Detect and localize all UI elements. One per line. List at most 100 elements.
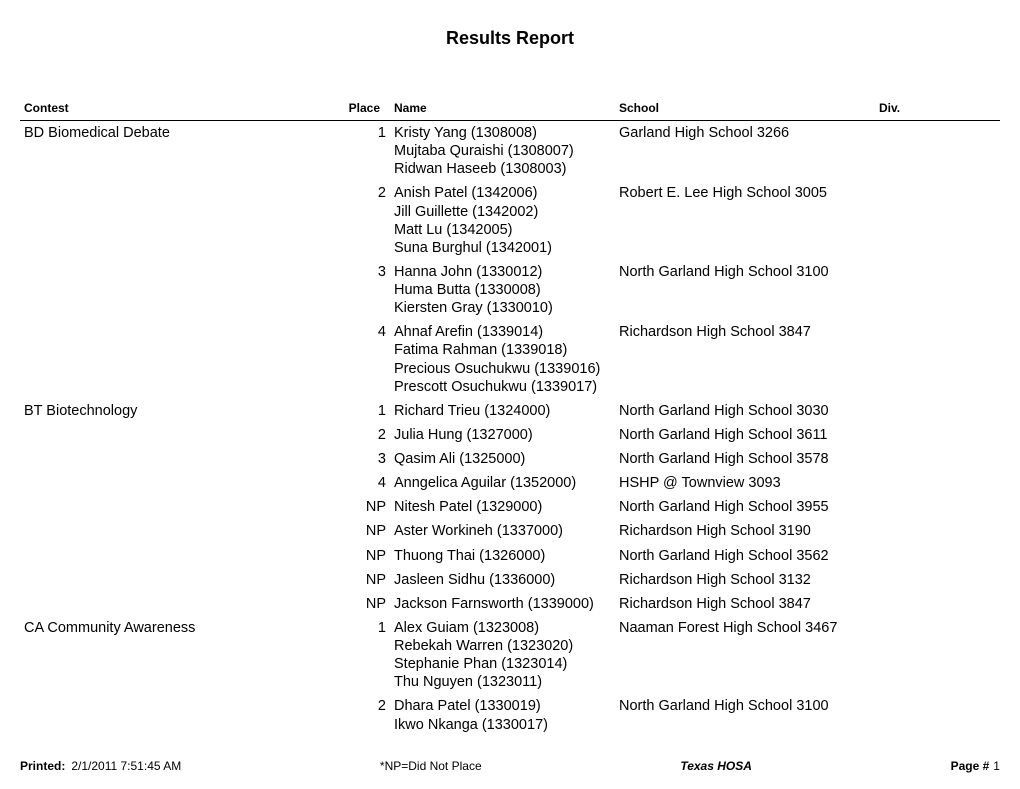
printed-value: 2/1/2011 7:51:45 AM (71, 759, 181, 773)
cell-school: Garland High School 3266 (615, 121, 875, 182)
table-row: 3Qasim Ali (1325000)North Garland High S… (20, 447, 1000, 471)
table-row: NPJackson Farnsworth (1339000)Richardson… (20, 592, 1000, 616)
cell-school: North Garland High School 3100 (615, 260, 875, 320)
printed-label: Printed: (20, 759, 65, 773)
col-header-contest: Contest (20, 97, 340, 121)
cell-name: Jackson Farnsworth (1339000) (390, 592, 615, 616)
col-header-school: School (615, 97, 875, 121)
org-name: Texas HOSA (680, 759, 752, 773)
participant-name: Stephanie Phan (1323014) (394, 655, 611, 673)
participant-name: Kiersten Gray (1330010) (394, 299, 611, 317)
cell-div (875, 519, 1000, 543)
np-note: *NP=Did Not Place (380, 759, 482, 773)
table-row: NPNitesh Patel (1329000)North Garland Hi… (20, 495, 1000, 519)
cell-div (875, 592, 1000, 616)
cell-name: Richard Trieu (1324000) (390, 399, 615, 423)
participant-name: Rebekah Warren (1323020) (394, 637, 611, 655)
cell-school: North Garland High School 3562 (615, 544, 875, 568)
cell-div (875, 399, 1000, 423)
cell-div (875, 423, 1000, 447)
cell-school: HSHP @ Townview 3093 (615, 471, 875, 495)
cell-school: Richardson High School 3847 (615, 320, 875, 399)
table-row: BD Biomedical Debate1Kristy Yang (130800… (20, 121, 1000, 182)
participant-name: Alex Guiam (1323008) (394, 619, 611, 637)
cell-school: North Garland High School 3611 (615, 423, 875, 447)
table-header-row: Contest Place Name School Div. (20, 97, 1000, 121)
table-row: 2Julia Hung (1327000)North Garland High … (20, 423, 1000, 447)
cell-name: Qasim Ali (1325000) (390, 447, 615, 471)
cell-div (875, 616, 1000, 695)
participant-name: Suna Burghul (1342001) (394, 239, 611, 257)
participant-name: Nitesh Patel (1329000) (394, 498, 611, 516)
page-label: Page # (951, 759, 990, 773)
cell-place: 2 (340, 181, 390, 260)
cell-place: 3 (340, 260, 390, 320)
col-header-name: Name (390, 97, 615, 121)
cell-contest (20, 568, 340, 592)
cell-school: North Garland High School 3578 (615, 447, 875, 471)
participant-name: Ridwan Haseeb (1308003) (394, 160, 611, 178)
cell-div (875, 694, 1000, 736)
cell-div (875, 320, 1000, 399)
participant-name: Jill Guillette (1342002) (394, 203, 611, 221)
cell-div (875, 260, 1000, 320)
cell-div (875, 471, 1000, 495)
cell-place: NP (340, 495, 390, 519)
cell-school: North Garland High School 3955 (615, 495, 875, 519)
cell-name: Aster Workineh (1337000) (390, 519, 615, 543)
cell-name: Anngelica Aguilar (1352000) (390, 471, 615, 495)
cell-name: Hanna John (1330012)Huma Butta (1330008)… (390, 260, 615, 320)
cell-contest (20, 694, 340, 736)
report-title: Results Report (20, 28, 1000, 49)
cell-contest (20, 260, 340, 320)
table-row: 2Anish Patel (1342006)Jill Guillette (13… (20, 181, 1000, 260)
table-row: NPAster Workineh (1337000)Richardson Hig… (20, 519, 1000, 543)
participant-name: Anish Patel (1342006) (394, 184, 611, 202)
cell-school: Naaman Forest High School 3467 (615, 616, 875, 695)
cell-div (875, 447, 1000, 471)
participant-name: Dhara Patel (1330019) (394, 697, 611, 715)
cell-div (875, 495, 1000, 519)
cell-div (875, 121, 1000, 182)
cell-place: NP (340, 544, 390, 568)
cell-place: NP (340, 568, 390, 592)
cell-school: Richardson High School 3847 (615, 592, 875, 616)
col-header-place: Place (340, 97, 390, 121)
cell-contest (20, 495, 340, 519)
page-footer: Printed: 2/1/2011 7:51:45 AM *NP=Did Not… (20, 759, 1000, 773)
col-header-div: Div. (875, 97, 1000, 121)
results-table: Contest Place Name School Div. BD Biomed… (20, 97, 1000, 737)
cell-contest (20, 423, 340, 447)
cell-name: Jasleen Sidhu (1336000) (390, 568, 615, 592)
cell-name: Dhara Patel (1330019)Ikwo Nkanga (133001… (390, 694, 615, 736)
table-row: CA Community Awareness1Alex Guiam (13230… (20, 616, 1000, 695)
participant-name: Ahnaf Arefin (1339014) (394, 323, 611, 341)
cell-name: Thuong Thai (1326000) (390, 544, 615, 568)
cell-name: Nitesh Patel (1329000) (390, 495, 615, 519)
cell-contest: CA Community Awareness (20, 616, 340, 695)
cell-contest (20, 447, 340, 471)
cell-name: Kristy Yang (1308008)Mujtaba Quraishi (1… (390, 121, 615, 182)
cell-name: Julia Hung (1327000) (390, 423, 615, 447)
cell-place: NP (340, 519, 390, 543)
cell-contest (20, 592, 340, 616)
participant-name: Fatima Rahman (1339018) (394, 341, 611, 359)
cell-div (875, 544, 1000, 568)
participant-name: Qasim Ali (1325000) (394, 450, 611, 468)
participant-name: Aster Workineh (1337000) (394, 522, 611, 540)
participant-name: Ikwo Nkanga (1330017) (394, 716, 611, 734)
cell-contest: BD Biomedical Debate (20, 121, 340, 182)
participant-name: Prescott Osuchukwu (1339017) (394, 378, 611, 396)
participant-name: Matt Lu (1342005) (394, 221, 611, 239)
participant-name: Kristy Yang (1308008) (394, 124, 611, 142)
cell-name: Alex Guiam (1323008)Rebekah Warren (1323… (390, 616, 615, 695)
participant-name: Mujtaba Quraishi (1308007) (394, 142, 611, 160)
participant-name: Richard Trieu (1324000) (394, 402, 611, 420)
cell-place: 1 (340, 121, 390, 182)
cell-name: Anish Patel (1342006)Jill Guillette (134… (390, 181, 615, 260)
table-row: 2Dhara Patel (1330019)Ikwo Nkanga (13300… (20, 694, 1000, 736)
table-body: BD Biomedical Debate1Kristy Yang (130800… (20, 121, 1000, 737)
table-row: 4Anngelica Aguilar (1352000)HSHP @ Townv… (20, 471, 1000, 495)
participant-name: Thu Nguyen (1323011) (394, 673, 611, 691)
table-row: NPJasleen Sidhu (1336000)Richardson High… (20, 568, 1000, 592)
